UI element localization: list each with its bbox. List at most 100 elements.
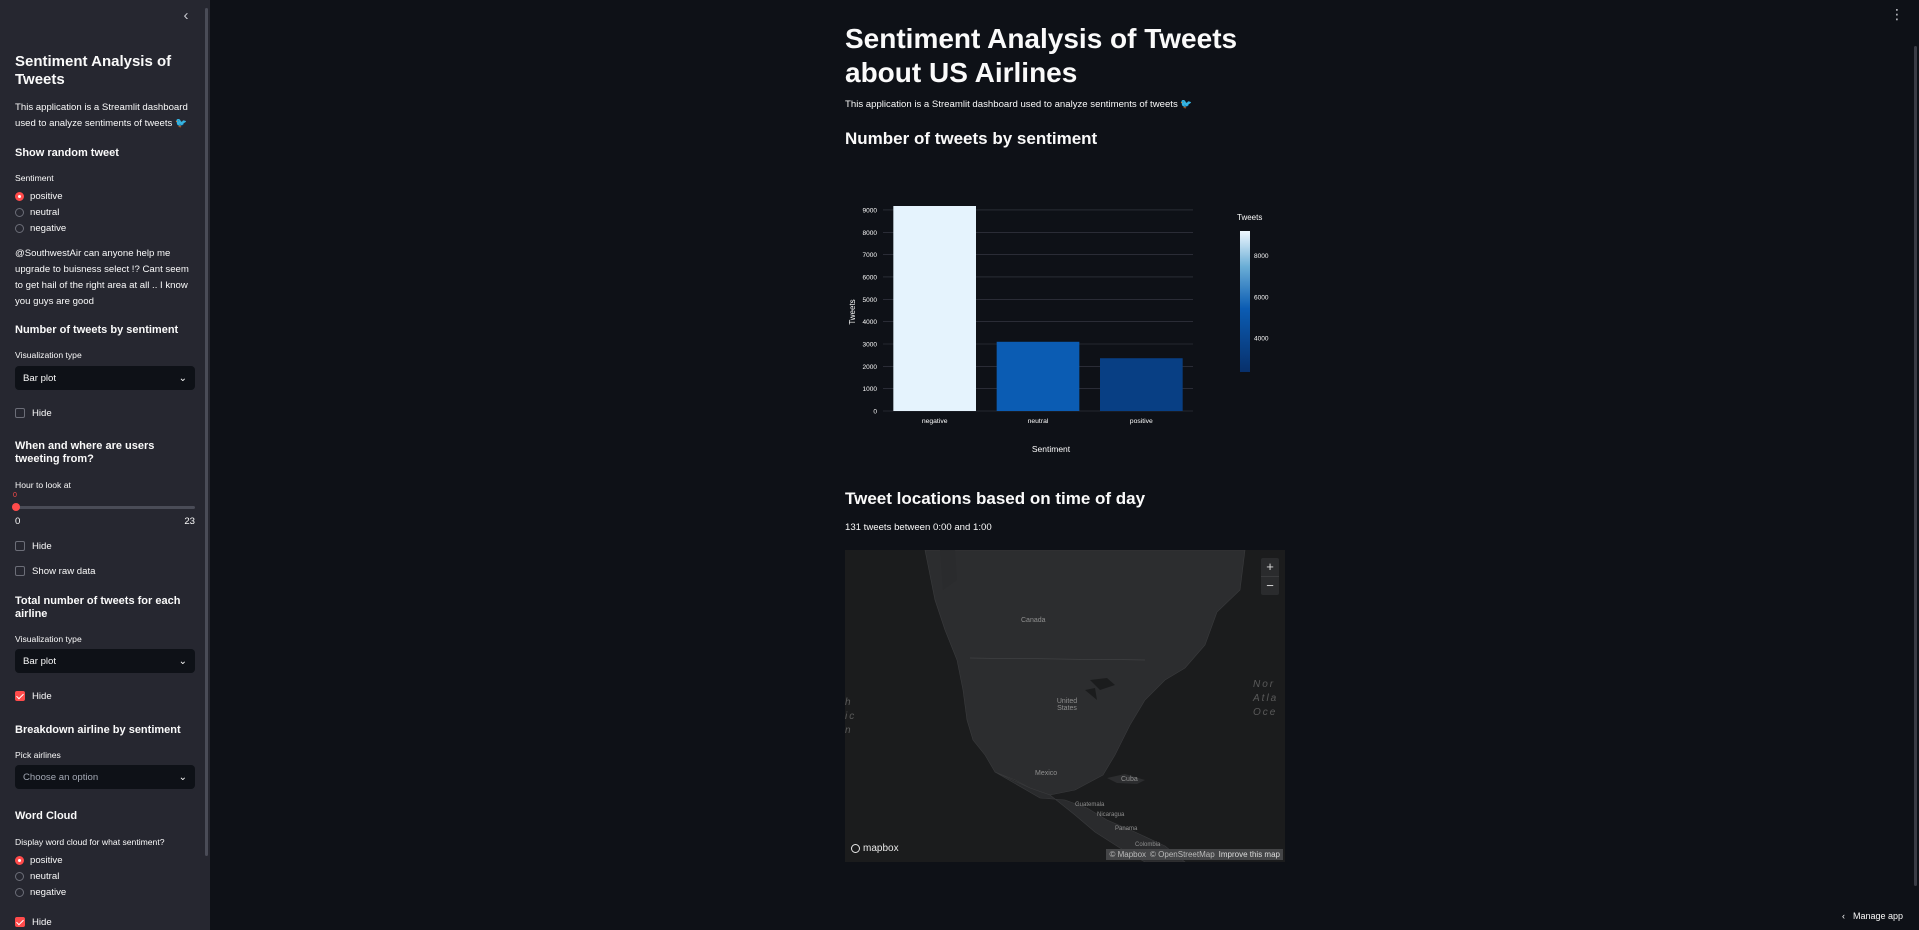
tweet-location-map[interactable]: Canada United States Mexico Cuba Guatema… xyxy=(845,550,1285,862)
wc-radio-positive[interactable]: positive xyxy=(15,853,63,867)
bar-positive[interactable] xyxy=(1100,358,1183,411)
y-tick-label: 9000 xyxy=(863,207,878,214)
checkbox-label: Show raw data xyxy=(32,565,96,577)
radio-label: positive xyxy=(30,854,63,866)
select-value: Bar plot xyxy=(23,372,57,384)
word-cloud-label: Display word cloud for what sentiment? xyxy=(15,837,165,847)
bar-negative[interactable] xyxy=(893,206,976,411)
zoom-in-button[interactable]: + xyxy=(1266,559,1274,574)
sidebar: ‹ Sentiment Analysis of Tweets This appl… xyxy=(0,0,210,930)
map-label-panama: Panama xyxy=(1115,826,1138,832)
radio-negative[interactable]: negative xyxy=(15,221,66,235)
chart-x-ticks: negative neutral positive xyxy=(922,418,1153,425)
airline-visualization-select[interactable]: Bar plot ⌄ xyxy=(15,649,195,673)
checkbox-label: Hide xyxy=(32,916,52,928)
map-label-guatemala: Guatemala xyxy=(1075,802,1105,808)
manage-app-label: Manage app xyxy=(1853,911,1904,921)
y-tick-label: 4000 xyxy=(863,319,878,326)
radio-unselected-icon xyxy=(15,871,24,881)
pick-airlines-label: Pick airlines xyxy=(15,750,61,760)
y-tick-label: 6000 xyxy=(863,274,878,281)
chevron-down-icon: ⌄ xyxy=(178,771,187,783)
sidebar-title: Sentiment Analysis of Tweets xyxy=(15,53,172,88)
radio-label: negative xyxy=(30,222,67,234)
checkbox-icon xyxy=(15,408,25,418)
slider-max: 23 xyxy=(184,516,195,527)
radio-unselected-icon xyxy=(15,887,24,897)
map-label-canada: Canada xyxy=(1021,617,1046,624)
map-landmass xyxy=(924,550,1246,862)
mapbox-logo[interactable]: mapbox xyxy=(851,843,899,854)
random-tweet-text: @SouthwestAir can anyone help me upgrade… xyxy=(15,248,189,307)
sentiment-bar-chart: 0 1000 2000 3000 4000 5000 6000 7000 8000 9000 ne… xyxy=(848,206,1269,454)
attribution-osm-link[interactable]: © OpenStreetMap xyxy=(1150,850,1215,859)
radio-label: positive xyxy=(30,190,63,202)
x-tick-label: positive xyxy=(1130,418,1153,425)
tweet-count-text: 131 tweets between 0:00 and 1:00 xyxy=(845,522,992,533)
y-tick-label: 7000 xyxy=(863,252,878,259)
hour-slider-thumb[interactable] xyxy=(12,503,20,511)
map-label-nicaragua: Nicaragua xyxy=(1097,812,1125,818)
x-axis-label: Sentiment xyxy=(1032,444,1071,454)
checkbox-icon xyxy=(15,541,25,551)
slider-min: 0 xyxy=(15,516,21,527)
radio-neutral[interactable]: neutral xyxy=(15,205,59,219)
breakdown-heading: Breakdown airline by sentiment xyxy=(15,724,181,736)
radio-label: negative xyxy=(30,886,67,898)
hide-wordcloud-checkbox[interactable]: Hide xyxy=(15,915,52,929)
page-description: This application is a Streamlit dashboar… xyxy=(845,99,1193,110)
main-scrollbar[interactable] xyxy=(1914,46,1917,886)
word-cloud-heading: Word Cloud xyxy=(15,810,78,822)
radio-positive[interactable]: positive xyxy=(15,189,63,203)
map-label-cuba: Cuba xyxy=(1121,776,1138,783)
select-value: Bar plot xyxy=(23,655,57,667)
hide-sentiment-checkbox[interactable]: Hide xyxy=(15,406,52,420)
map-zoom-controls: + − xyxy=(1261,558,1279,595)
wc-radio-neutral[interactable]: neutral xyxy=(15,869,59,883)
checkbox-icon xyxy=(15,566,25,576)
slider-value: 0 xyxy=(13,492,17,499)
chevron-left-icon: ‹ xyxy=(1842,911,1845,921)
visualization-type-label: Visualization type xyxy=(15,634,82,644)
visualization-type-select[interactable]: Bar plot ⌄ xyxy=(15,366,195,390)
hide-map-checkbox[interactable]: Hide xyxy=(15,539,52,553)
attribution-mapbox-link[interactable]: © Mapbox xyxy=(1109,850,1147,859)
main-menu-icon[interactable]: ⋮ xyxy=(1890,6,1904,22)
checkbox-label: Hide xyxy=(32,690,52,702)
checkbox-checked-icon xyxy=(15,917,25,927)
colorbar-title: Tweets xyxy=(1237,213,1262,222)
mapbox-logo-text: mapbox xyxy=(863,843,899,854)
checkbox-checked-icon xyxy=(15,691,25,701)
visualization-type-label: Visualization type xyxy=(15,350,82,360)
chevron-down-icon: ⌄ xyxy=(178,655,187,667)
radio-unselected-icon xyxy=(15,223,24,233)
x-tick-label: neutral xyxy=(1028,418,1049,425)
colorbar-ticks: 4000 6000 8000 xyxy=(1254,253,1269,343)
hour-slider-track[interactable] xyxy=(15,506,195,509)
chart-bars xyxy=(893,206,1183,411)
map-label-us: United States xyxy=(1056,698,1078,712)
collapse-sidebar-icon[interactable]: ‹ xyxy=(183,7,189,24)
hour-label: Hour to look at xyxy=(15,480,71,490)
pick-airlines-multiselect[interactable]: Choose an option ⌄ xyxy=(15,765,195,789)
show-raw-data-checkbox[interactable]: Show raw data xyxy=(15,564,95,578)
airline-total-heading: Total number of tweets for each airline xyxy=(15,595,181,620)
sentiment-count-heading: Number of tweets by sentiment xyxy=(15,324,179,336)
colorbar-tick-label: 4000 xyxy=(1254,336,1269,343)
sentiment-label: Sentiment xyxy=(15,173,54,183)
bar-neutral[interactable] xyxy=(996,341,1080,411)
attribution-improve-link[interactable]: Improve this map xyxy=(1218,850,1280,859)
y-tick-label: 8000 xyxy=(863,230,878,237)
zoom-out-button[interactable]: − xyxy=(1261,576,1279,595)
checkbox-label: Hide xyxy=(32,540,52,552)
hide-airline-checkbox[interactable]: Hide xyxy=(15,689,52,703)
y-tick-label: 2000 xyxy=(863,364,878,371)
manage-app-button[interactable]: ‹ Manage app xyxy=(1842,911,1903,921)
radio-label: neutral xyxy=(30,870,60,882)
colorbar-tick-label: 8000 xyxy=(1254,253,1269,260)
wc-radio-negative[interactable]: negative xyxy=(15,885,66,899)
select-placeholder: Choose an option xyxy=(23,771,99,783)
map-label-colombia: Colombia xyxy=(1135,842,1161,848)
when-where-heading: When and where are users tweeting from? xyxy=(15,440,155,465)
sidebar-scrollbar[interactable] xyxy=(205,8,208,856)
